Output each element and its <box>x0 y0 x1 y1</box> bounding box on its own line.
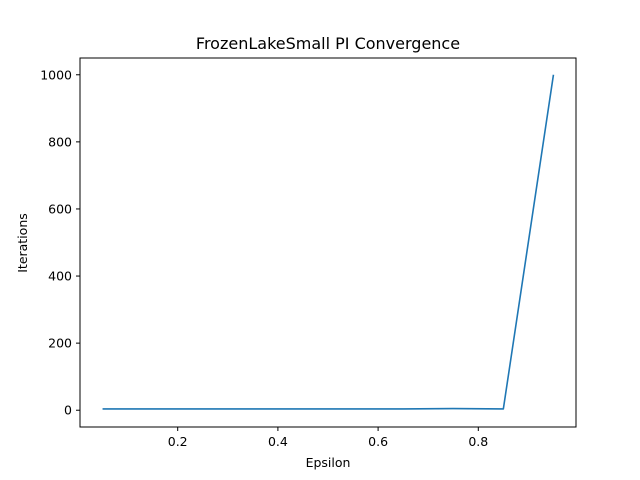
x-tick-label: 0.2 <box>168 434 188 449</box>
y-axis-label: Iterations <box>15 213 30 273</box>
x-tick-label: 0.4 <box>268 434 288 449</box>
x-axis-label: Epsilon <box>306 455 351 470</box>
y-tick-label: 200 <box>48 336 72 351</box>
y-tick-label: 400 <box>48 269 72 284</box>
series-line-0 <box>102 74 555 410</box>
y-tick-label: 800 <box>48 134 72 149</box>
y-tick-label: 0 <box>64 403 72 418</box>
series-layer <box>102 74 555 410</box>
y-tick-label: 600 <box>48 201 72 216</box>
plot-area-frame <box>79 57 577 428</box>
x-tick-label: 0.6 <box>368 434 388 449</box>
chart-title: FrozenLakeSmall PI Convergence <box>196 34 460 53</box>
y-axis-ticks: 0 200 400 600 800 1000 <box>40 67 80 418</box>
y-tick-label: 1000 <box>40 67 72 82</box>
x-axis-ticks: 0.2 0.4 0.6 0.8 <box>168 427 488 449</box>
x-tick-label: 0.8 <box>468 434 488 449</box>
